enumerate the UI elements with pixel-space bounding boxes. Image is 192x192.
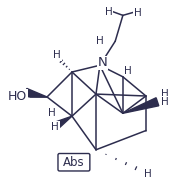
Polygon shape: [56, 116, 72, 128]
Text: H: H: [144, 169, 151, 179]
FancyBboxPatch shape: [58, 154, 90, 171]
Text: N: N: [98, 56, 108, 70]
Polygon shape: [123, 98, 159, 113]
Polygon shape: [25, 88, 47, 97]
Text: H: H: [96, 36, 104, 46]
Text: H: H: [51, 122, 59, 132]
Text: Abs: Abs: [63, 156, 85, 169]
Text: H: H: [48, 108, 56, 118]
Text: HO: HO: [8, 90, 27, 103]
Text: H: H: [53, 50, 61, 60]
Text: H: H: [161, 97, 169, 107]
Text: H: H: [124, 66, 132, 76]
Text: H: H: [105, 7, 113, 17]
Text: H: H: [161, 89, 169, 99]
Text: H: H: [134, 8, 142, 18]
